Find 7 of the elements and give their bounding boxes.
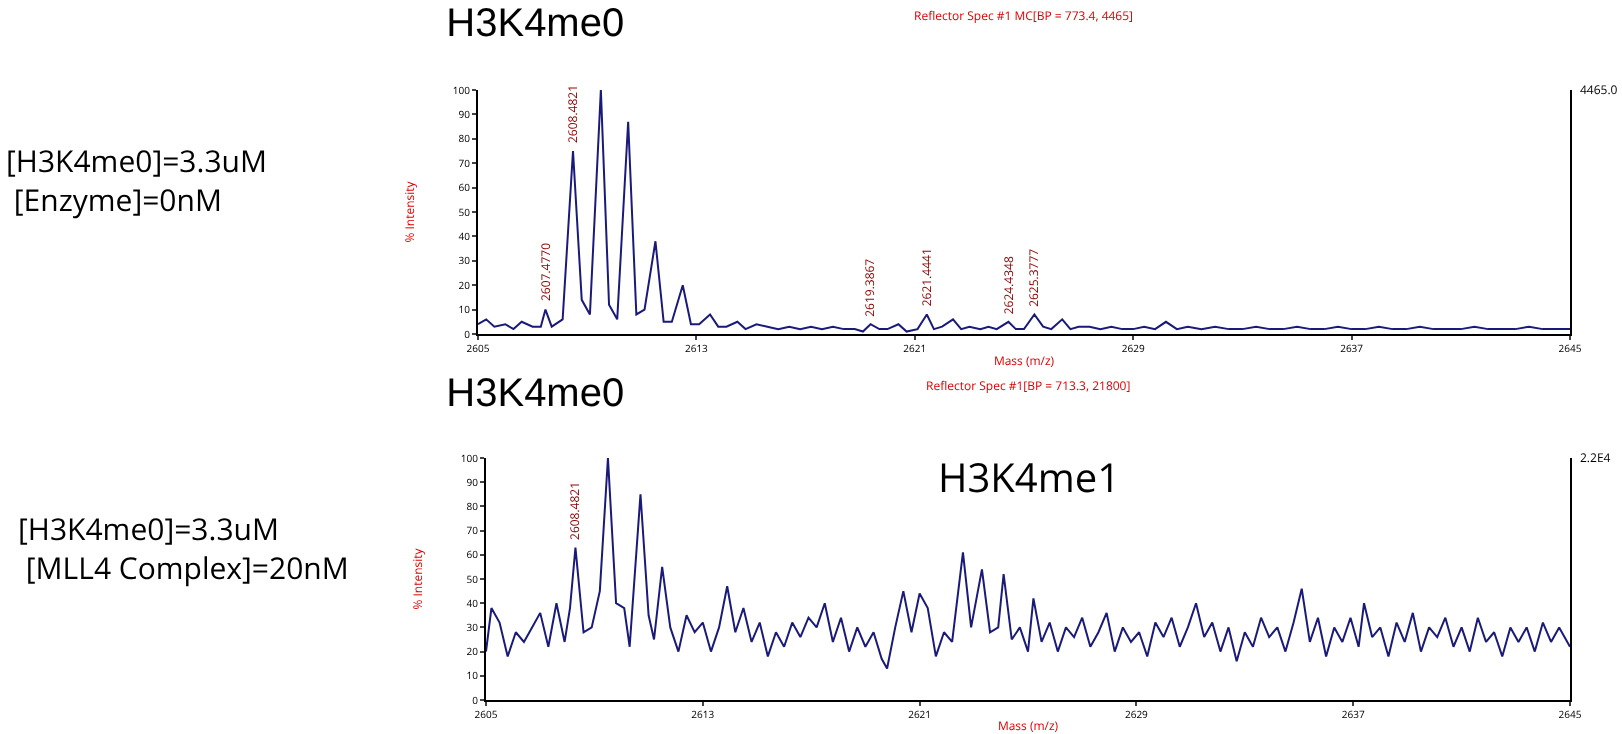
chart-title: H3K4me0 bbox=[446, 2, 625, 46]
line-series bbox=[478, 90, 1570, 333]
text: [H3K4me0]=3.3uM [MLL4 Complex]=20nM bbox=[18, 510, 349, 589]
chart-title: H3K4me0 bbox=[446, 372, 625, 416]
annotation: H3K4me1 bbox=[938, 450, 1121, 504]
line-series bbox=[486, 458, 1570, 670]
text: [H3K4me0]=3.3uM [Enzyme]=0nM bbox=[6, 142, 267, 221]
